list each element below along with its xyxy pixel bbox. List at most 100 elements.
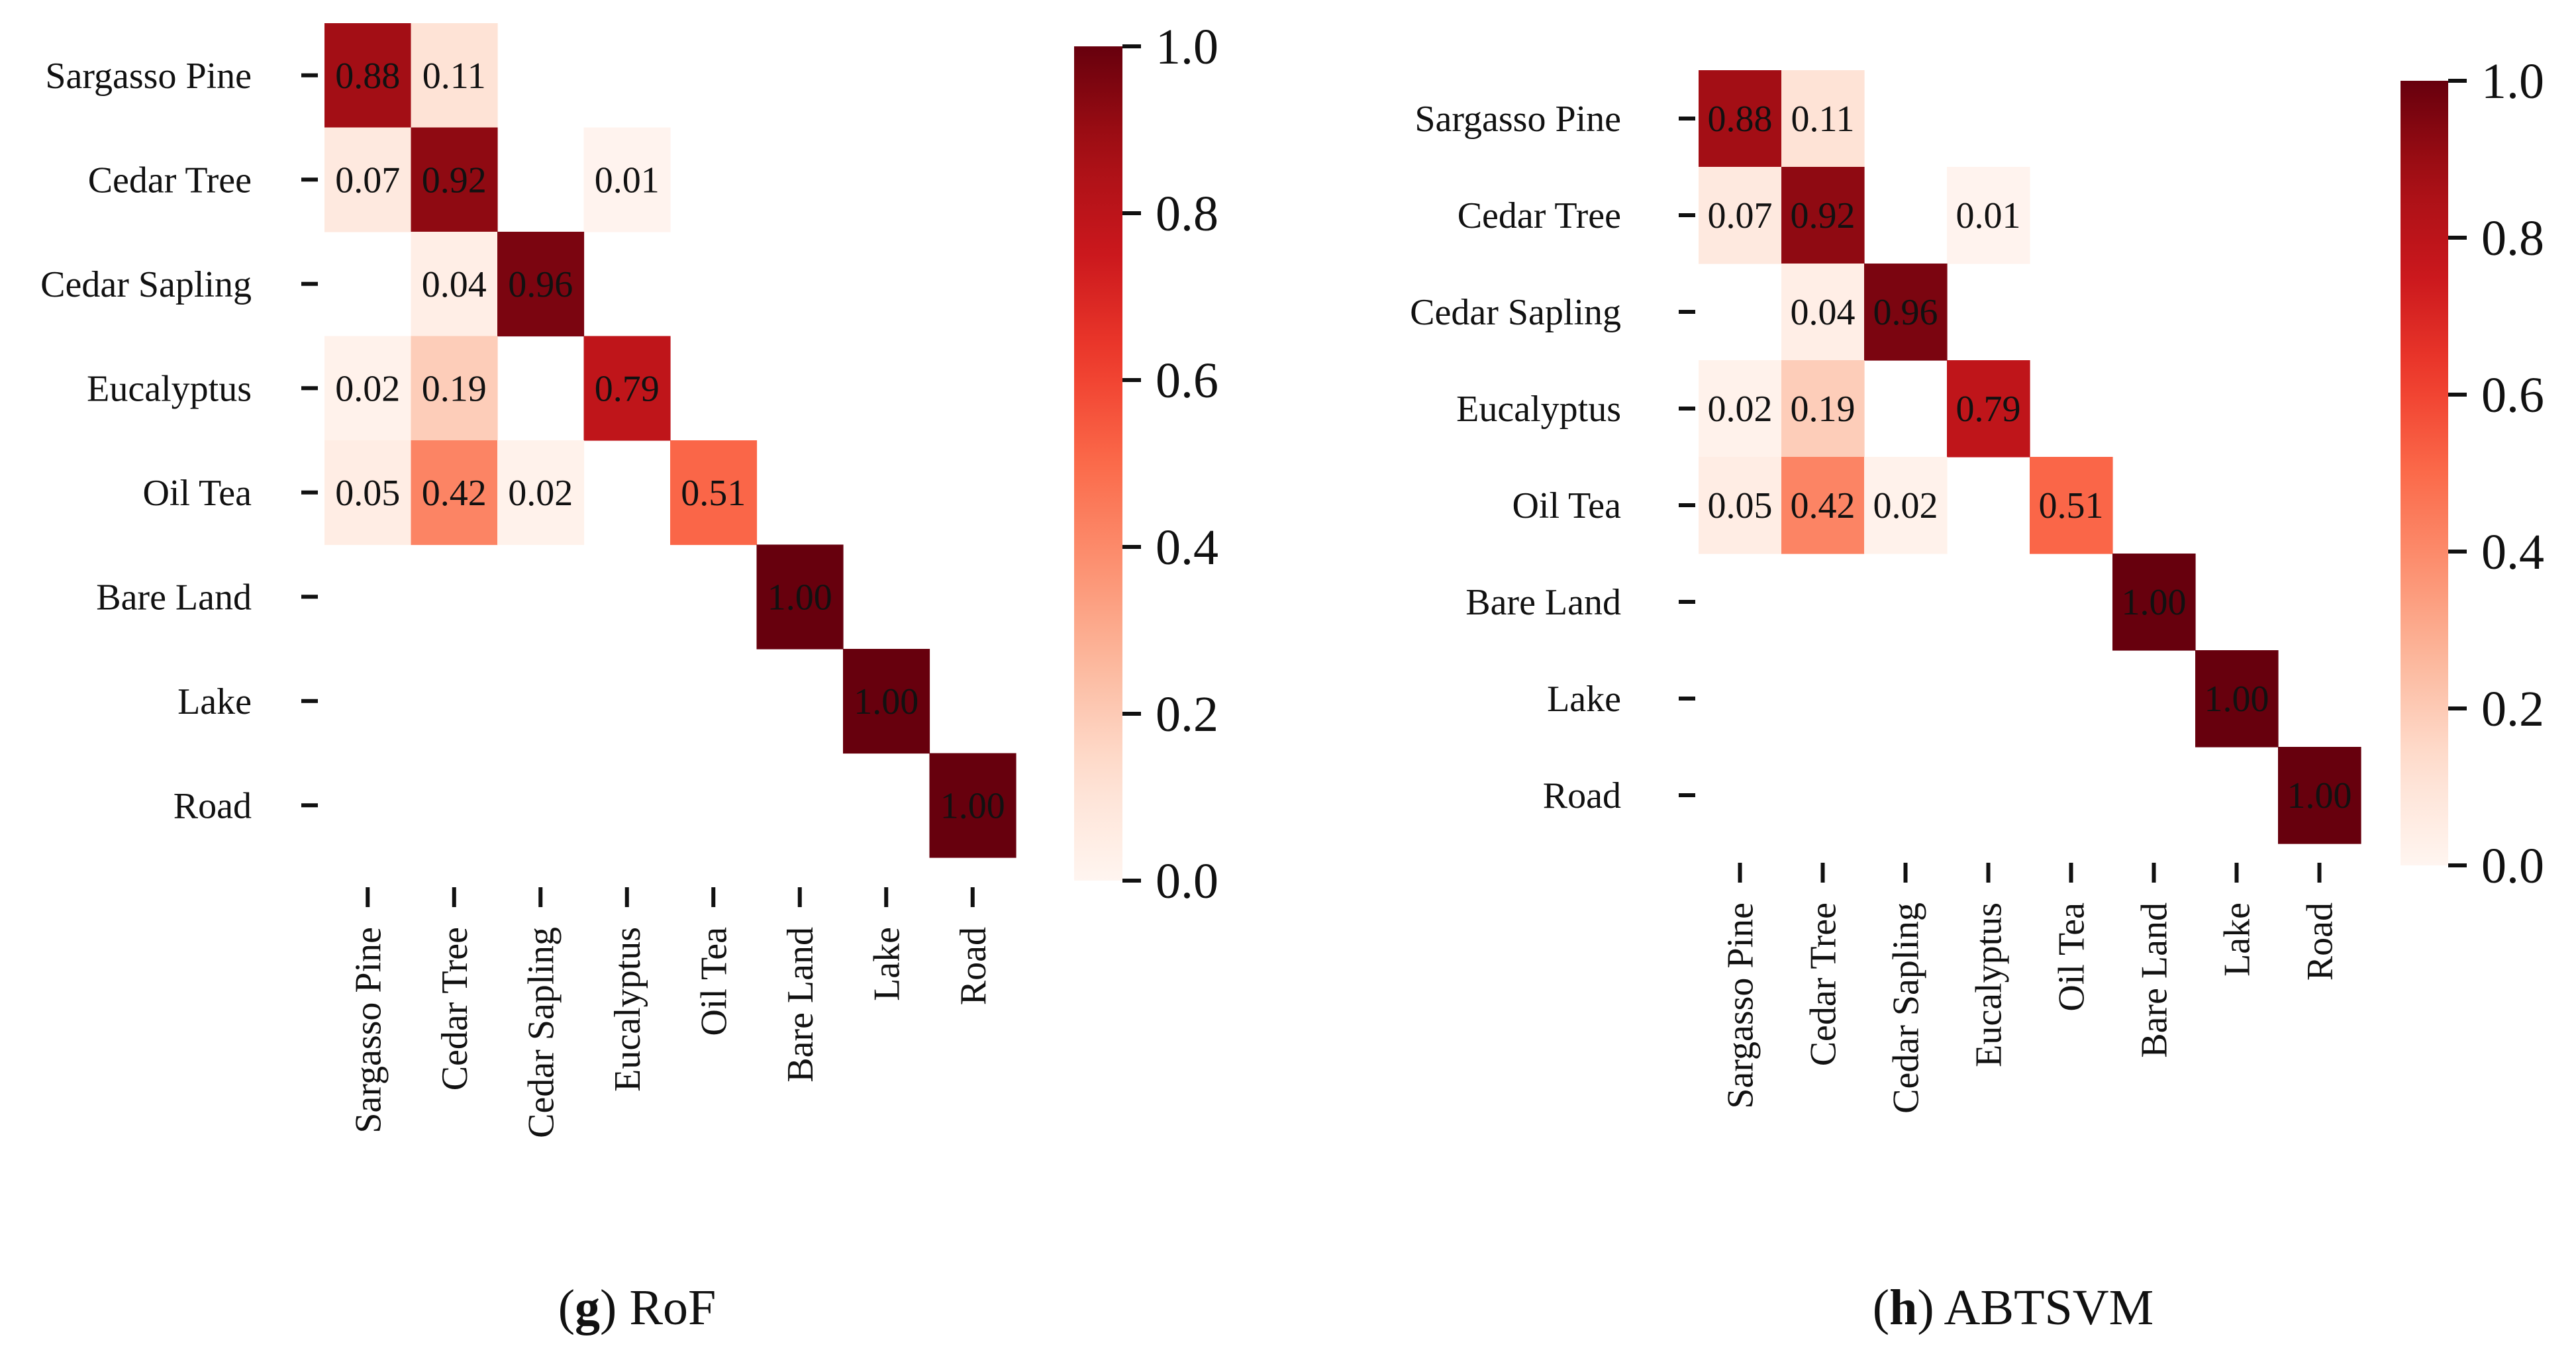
- x-tick-label: Cedar Sapling: [1886, 902, 1927, 1114]
- heatmap-cell: [324, 336, 412, 441]
- cell-value-label: 0.79: [595, 368, 660, 409]
- heatmap-cell: [411, 127, 498, 232]
- x-tick-label: Oil Tea: [693, 927, 734, 1036]
- cell-value-label: 1.00: [854, 681, 918, 722]
- heatmap-cell: [1864, 264, 1948, 361]
- panel-h-heatmap: 0.88 0.11 0.07 0.92 0.01 0.04 0.96 0.02 0.19 0.79…: [1410, 54, 2544, 1335]
- colorbar: [2401, 81, 2448, 865]
- x-tick-label: Cedar Tree: [434, 927, 475, 1091]
- panel-g-heatmap: 0.88 0.11 0.07 0.92 0.01 0.04 0.96 0.02 0.19 0.79…: [40, 19, 1218, 1335]
- y-tick-label: Sargasso Pine: [45, 56, 252, 97]
- heatmap-cell: [497, 440, 585, 546]
- heatmap-cell: [497, 232, 585, 337]
- colorbar-tick-label: 0.6: [2481, 367, 2544, 423]
- heatmap-cell: [411, 23, 498, 128]
- cell-value-label: 1.00: [768, 577, 832, 618]
- heatmap-cell: [583, 127, 671, 232]
- heatmap-cell: [756, 544, 844, 650]
- cell-value-label: 0.92: [422, 160, 487, 201]
- heatmap-cell: [324, 23, 412, 128]
- colorbar-tick-label: 0.2: [1156, 687, 1218, 742]
- heatmap-cell: [2112, 554, 2196, 651]
- heatmap-cell: [1947, 360, 2030, 458]
- cell-value-label: 1.00: [940, 785, 1005, 826]
- cell-value-label: 0.51: [681, 473, 746, 514]
- x-tick-label: Eucalyptus: [1969, 902, 2010, 1067]
- heatmap-cell: [1781, 70, 1865, 168]
- cell-value-label: 0.05: [335, 473, 400, 514]
- y-tick-label: Cedar Tree: [1458, 195, 1621, 236]
- cell-value-label: 0.02: [335, 368, 400, 409]
- panel-caption: (h) ABTSVM: [1873, 1280, 2154, 1335]
- y-tick-label: Bare Land: [96, 577, 252, 618]
- heatmap-cell: [1864, 457, 1948, 554]
- heatmap-cell: [843, 649, 930, 754]
- cell-value-label: 0.04: [422, 264, 487, 305]
- cell-value-label: 0.01: [1956, 195, 2021, 236]
- heatmap-cell: [1699, 70, 1782, 168]
- cell-value-label: 0.19: [1791, 389, 1856, 430]
- colorbar-tick-label: 0.4: [2481, 524, 2544, 580]
- colorbar-tick-label: 0.0: [2481, 838, 2544, 894]
- heatmap-cell: [1781, 457, 1865, 554]
- heatmap-cell: [2030, 457, 2113, 554]
- y-tick-label: Lake: [1547, 679, 1621, 720]
- cell-value-label: 0.19: [422, 368, 487, 409]
- heatmap-cell: [1781, 167, 1865, 264]
- cell-value-label: 0.05: [1708, 485, 1773, 526]
- x-tick-label: Cedar Tree: [1803, 902, 1844, 1066]
- cell-value-label: 0.07: [1708, 195, 1773, 236]
- heatmap-cell: [929, 753, 1016, 858]
- y-tick-label: Cedar Sapling: [40, 264, 252, 305]
- heatmap-cell: [324, 127, 412, 232]
- heatmap-cell: [2195, 650, 2279, 748]
- colorbar-tick-label: 0.0: [1156, 853, 1218, 909]
- colorbar-tick-label: 0.2: [2481, 681, 2544, 737]
- y-tick-label: Oil Tea: [1512, 485, 1621, 526]
- heatmap-cell: [2278, 747, 2361, 844]
- cell-value-label: 0.11: [1791, 99, 1855, 140]
- heatmap-cell: [1781, 360, 1865, 458]
- x-tick-label: Lake: [866, 927, 907, 1001]
- x-tick-label: Bare Land: [2134, 902, 2175, 1058]
- x-tick-label: Bare Land: [780, 927, 821, 1083]
- colorbar-tick-label: 0.6: [1156, 353, 1218, 409]
- y-tick-label: Sargasso Pine: [1414, 99, 1621, 140]
- x-tick-label: Oil Tea: [2052, 902, 2093, 1012]
- cell-value-label: 0.96: [508, 264, 573, 305]
- heatmap-cell: [1947, 167, 2030, 264]
- cell-value-label: 0.04: [1791, 292, 1856, 333]
- cell-value-label: 0.02: [1873, 485, 1938, 526]
- x-tick-label: Road: [2300, 902, 2341, 981]
- colorbar-tick-label: 1.0: [2481, 54, 2544, 109]
- cell-value-label: 0.96: [1873, 292, 1938, 333]
- heatmap-cell: [670, 440, 758, 546]
- x-tick-label: Sargasso Pine: [1720, 902, 1761, 1109]
- heatmap-cell: [411, 440, 498, 546]
- colorbar-tick-label: 0.4: [1156, 520, 1218, 575]
- heatmap-cell: [411, 336, 498, 441]
- cell-value-label: 0.88: [1708, 99, 1773, 140]
- heatmap-cell: [1699, 167, 1782, 264]
- cell-value-label: 0.07: [335, 160, 400, 201]
- heatmap-cell: [1699, 360, 1782, 458]
- y-tick-label: Road: [1543, 775, 1621, 816]
- panel-caption: (g) RoF: [558, 1280, 717, 1335]
- y-tick-label: Road: [173, 785, 252, 826]
- y-tick-label: Oil Tea: [142, 473, 252, 514]
- x-tick-label: Eucalyptus: [607, 927, 648, 1092]
- cell-value-label: 0.88: [335, 56, 400, 97]
- heatmap-cell: [1699, 457, 1782, 554]
- cell-value-label: 0.92: [1791, 195, 1856, 236]
- cell-value-label: 0.01: [595, 160, 660, 201]
- y-tick-label: Eucalyptus: [87, 368, 252, 409]
- cell-value-label: 0.11: [422, 56, 486, 97]
- colorbar: [1074, 46, 1122, 881]
- y-tick-label: Cedar Tree: [88, 160, 252, 201]
- colorbar-tick-label: 0.8: [1156, 186, 1218, 242]
- cell-value-label: 1.00: [2287, 775, 2352, 816]
- cell-value-label: 1.00: [2122, 582, 2187, 623]
- y-tick-label: Eucalyptus: [1456, 389, 1621, 430]
- colorbar-tick-label: 0.8: [2481, 211, 2544, 266]
